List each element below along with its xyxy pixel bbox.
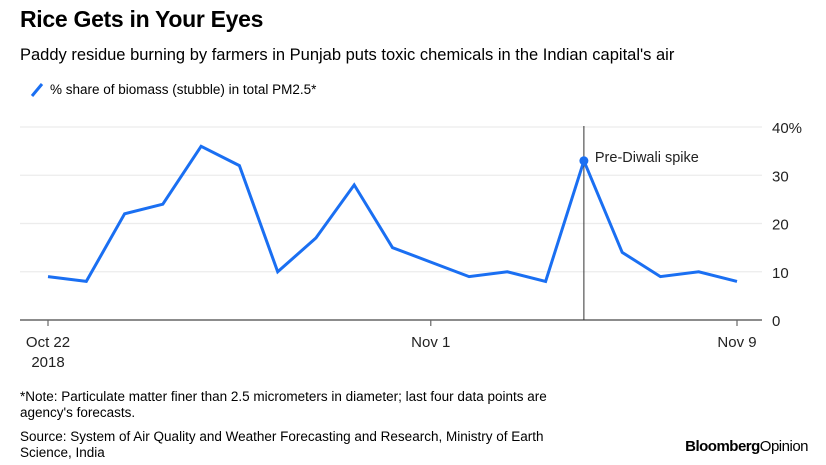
annotation-dot <box>579 156 589 166</box>
chart-subtitle: Paddy residue burning by farmers in Punj… <box>20 46 675 64</box>
y-tick-label: 40% <box>772 120 802 137</box>
y-tick-label: 10 <box>772 265 789 282</box>
annotation-label: Pre-Diwali spike <box>595 150 699 166</box>
x-tick-label: Oct 22 <box>26 334 70 351</box>
legend-label: % share of biomass (stubble) in total PM… <box>50 82 317 97</box>
note-line-1: *Note: Particulate matter finer than 2.5… <box>20 389 547 404</box>
chart-title: Rice Gets in Your Eyes <box>20 6 264 32</box>
y-tick-label: 30 <box>772 168 789 185</box>
x-tick-label: Nov 9 <box>717 334 756 351</box>
x-tick-label: Nov 1 <box>411 334 450 351</box>
line-chart: 0 10 20 30 40% Oct 22 2018 Nov 1 Nov 9 Pre-Diwali… <box>20 120 802 371</box>
source-line-2: Science, India <box>20 445 105 460</box>
source-line-1: Source: System of Air Quality and Weathe… <box>20 429 544 444</box>
y-tick-label: 20 <box>772 217 789 234</box>
y-tick-label: 0 <box>772 313 780 330</box>
legend: % share of biomass (stubble) in total PM… <box>30 82 316 97</box>
x-tick-sublabel: 2018 <box>31 354 64 371</box>
legend-line-icon <box>30 82 44 97</box>
note-line-2: agency's forecasts. <box>20 405 136 420</box>
bloomberg-opinion-logo: BloombergOpinion <box>685 438 808 455</box>
series-line <box>47 144 738 284</box>
